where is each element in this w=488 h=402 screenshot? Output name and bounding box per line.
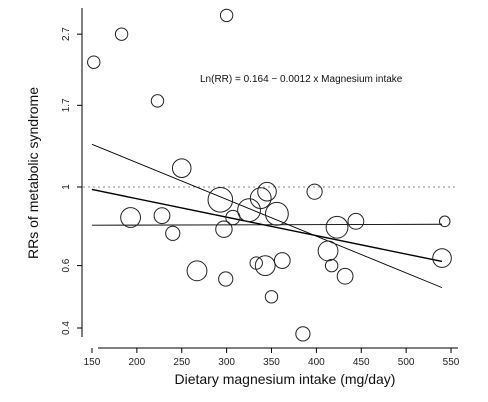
- study-point-3: [120, 207, 141, 228]
- regression-equation-annotation: Ln(RR) = 0.164 − 0.0012 x Magnesium inta…: [200, 74, 403, 85]
- study-point-15: [249, 256, 263, 270]
- study-point-10: [215, 220, 233, 238]
- ci-upper-line: [91, 143, 443, 289]
- study-point-5: [153, 207, 171, 225]
- study-point-12: [218, 271, 234, 287]
- study-point-24: [317, 240, 339, 262]
- study-point-2: [114, 27, 129, 41]
- study-points: [87, 8, 452, 342]
- x-axis-title: Dietary magnesium intake (mg/day): [175, 371, 396, 387]
- ci-lower-line: [91, 223, 443, 226]
- study-point-26: [325, 215, 349, 239]
- study-point-22: [295, 326, 311, 342]
- study-point-7: [171, 158, 192, 178]
- regression-line: [91, 188, 443, 263]
- x-tick-label-400: 400: [308, 357, 325, 368]
- confidence-bands: [91, 143, 443, 289]
- study-point-17: [254, 255, 276, 277]
- study-point-27: [336, 267, 354, 285]
- study-point-14: [237, 198, 261, 223]
- x-tick-label-500: 500: [398, 357, 415, 368]
- y-tick-label-0: 0.4: [61, 321, 72, 335]
- y-tick-label-2: 1: [61, 184, 72, 190]
- y-axis-title: RRs of metabolic syndrome: [25, 87, 41, 259]
- x-tick-label-250: 250: [173, 357, 190, 368]
- study-point-29: [432, 248, 452, 268]
- study-point-11: [219, 8, 234, 23]
- study-point-16: [249, 187, 272, 210]
- y-tick-label-4: 2.7: [61, 27, 72, 41]
- study-point-19: [264, 290, 279, 304]
- study-point-4: [150, 94, 165, 108]
- x-axis-ticks: 150 200 250 300 350 400 450 500 550: [84, 348, 460, 368]
- y-tick-label-1: 0.6: [61, 258, 72, 272]
- x-tick-label-200: 200: [129, 357, 146, 368]
- study-point-9: [207, 187, 234, 213]
- plot-frame: [81, 8, 458, 349]
- x-tick-label-450: 450: [353, 357, 370, 368]
- y-tick-label-3: 1.7: [61, 98, 72, 112]
- study-point-1: [87, 55, 101, 69]
- study-point-8: [186, 260, 208, 282]
- y-axis-ticks: 0.4 0.6 1 1.7 2.7: [61, 27, 82, 335]
- study-point-23: [306, 183, 323, 200]
- x-tick-label-350: 350: [263, 357, 280, 368]
- x-tick-label-150: 150: [84, 357, 101, 368]
- x-tick-label-550: 550: [443, 357, 460, 368]
- study-point-18: [257, 181, 277, 202]
- study-point-28: [347, 212, 365, 230]
- study-point-30: [438, 215, 451, 228]
- study-point-21: [273, 252, 291, 269]
- study-point-6: [165, 225, 181, 241]
- study-point-25: [324, 258, 339, 273]
- x-tick-label-300: 300: [218, 357, 235, 368]
- study-point-20: [264, 201, 289, 226]
